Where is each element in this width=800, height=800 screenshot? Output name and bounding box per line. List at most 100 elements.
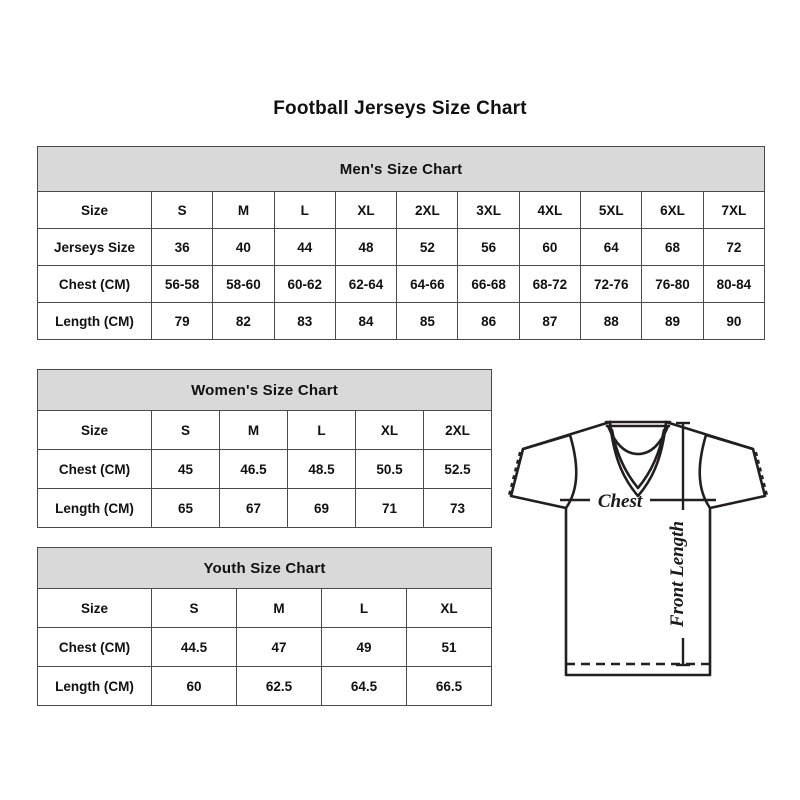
table-cell: L <box>287 410 356 450</box>
table-cell: 2XL <box>422 410 493 450</box>
table-cell: 67 <box>219 488 288 528</box>
table-cell: 65 <box>151 488 220 528</box>
left-sleeve-seam <box>564 433 578 510</box>
page-title: Football Jerseys Size Chart <box>273 98 527 119</box>
table-cell: 58-60 <box>212 265 275 303</box>
table-cell: 90 <box>702 302 766 340</box>
table-cell: 71 <box>355 488 424 528</box>
left-armhole-tick <box>521 433 572 451</box>
table-cell: 6XL <box>641 191 704 229</box>
table-cell: 52.5 <box>422 449 493 489</box>
table-cell: 60 <box>518 228 582 266</box>
womens-chart-band-title: Women's Size Chart <box>36 369 493 411</box>
womens-size-chart-table: Women's Size Chart Size S M L XL 2XL Che… <box>36 369 493 528</box>
jersey-body-outline <box>509 420 767 677</box>
table-cell: S <box>151 410 220 450</box>
row-header: Size <box>37 410 152 450</box>
table-cell: 62.5 <box>236 666 322 706</box>
table-cell: 51 <box>405 627 493 667</box>
chest-label: Chest <box>598 491 643 512</box>
youth-size-chart-table: Youth Size Chart Size S M L XL Chest (CM… <box>36 547 493 706</box>
row-header: Chest (CM) <box>37 449 152 489</box>
table-cell: 60-62 <box>273 265 336 303</box>
table-row: Length (CM) 65 67 69 71 73 <box>37 488 493 528</box>
table-cell: 5XL <box>580 191 643 229</box>
table-cell: M <box>236 588 322 628</box>
table-cell: 48.5 <box>287 449 356 489</box>
table-cell: 66-68 <box>457 265 520 303</box>
right-cuff-dash <box>754 451 769 496</box>
jersey-svg: Chest Front Length <box>507 420 769 677</box>
table-cell: 89 <box>641 302 704 340</box>
table-cell: 88 <box>580 302 643 340</box>
table-cell: 80-84 <box>702 265 766 303</box>
table-cell: 86 <box>457 302 520 340</box>
left-cuff-dash <box>507 451 522 496</box>
table-cell: L <box>273 191 336 229</box>
table-cell: 72-76 <box>580 265 643 303</box>
table-cell: 47 <box>236 627 322 667</box>
table-cell: 52 <box>396 228 459 266</box>
row-header: Chest (CM) <box>37 627 152 667</box>
table-cell: 76-80 <box>641 265 704 303</box>
table-row: Length (CM) 60 62.5 64.5 66.5 <box>37 666 493 706</box>
table-cell: 56-58 <box>150 265 214 303</box>
table-row: Jerseys Size 36 40 44 48 52 56 60 64 68 … <box>37 228 766 266</box>
row-header: Size <box>37 588 152 628</box>
mens-chart-band-title: Men's Size Chart <box>36 146 766 192</box>
right-sleeve-seam <box>698 433 712 510</box>
table-cell: 44 <box>273 228 336 266</box>
table-cell: 64-66 <box>396 265 459 303</box>
table-cell: XL <box>334 191 398 229</box>
table-row: Size S M L XL <box>37 588 493 628</box>
youth-chart-band-title: Youth Size Chart <box>36 547 493 589</box>
table-cell: 62-64 <box>334 265 398 303</box>
table-cell: 45 <box>151 449 220 489</box>
table-cell: 83 <box>273 302 336 340</box>
table-cell: 36 <box>150 228 214 266</box>
table-cell: XL <box>355 410 424 450</box>
table-cell: 82 <box>212 302 275 340</box>
table-row: Chest (CM) 44.5 47 49 51 <box>37 627 493 667</box>
v-neck-jersey-measurement-diagram: Chest Front Length <box>498 400 778 692</box>
table-cell: 48 <box>334 228 398 266</box>
table-cell: 7XL <box>702 191 766 229</box>
table-cell: 40 <box>212 228 275 266</box>
table-cell: 50.5 <box>355 449 424 489</box>
table-cell: M <box>212 191 275 229</box>
right-armhole-tick <box>704 433 755 451</box>
front-length-measure-group <box>676 421 690 667</box>
table-row: Size S M L XL 2XL 3XL 4XL 5XL 6XL 7XL <box>37 191 766 229</box>
table-cell: S <box>151 588 237 628</box>
table-cell: M <box>219 410 288 450</box>
table-row: Chest (CM) 45 46.5 48.5 50.5 52.5 <box>37 449 493 489</box>
neckline-outer-v <box>608 420 668 498</box>
table-band-row: Men's Size Chart <box>36 146 766 192</box>
neckline-rib-1 <box>610 428 666 490</box>
row-header: Jerseys Size <box>37 228 152 266</box>
table-cell: 64.5 <box>321 666 407 706</box>
table-cell: 3XL <box>457 191 520 229</box>
table-band-row: Youth Size Chart <box>36 547 493 589</box>
front-length-label: Front Length <box>667 521 688 628</box>
table-cell: S <box>150 191 214 229</box>
table-row: Chest (CM) 56-58 58-60 60-62 62-64 64-66… <box>37 265 766 303</box>
table-row: Length (CM) 79 82 83 84 85 86 87 88 89 9… <box>37 302 766 340</box>
table-cell: 4XL <box>518 191 582 229</box>
table-cell: 84 <box>334 302 398 340</box>
table-cell: 68-72 <box>518 265 582 303</box>
table-cell: 73 <box>422 488 493 528</box>
table-cell: 69 <box>287 488 356 528</box>
row-header: Chest (CM) <box>37 265 152 303</box>
table-cell: 60 <box>151 666 237 706</box>
row-header: Length (CM) <box>37 666 152 706</box>
table-cell: L <box>321 588 407 628</box>
table-row: Size S M L XL 2XL <box>37 410 493 450</box>
table-cell: 44.5 <box>151 627 237 667</box>
table-cell: 87 <box>518 302 582 340</box>
table-cell: 66.5 <box>405 666 493 706</box>
table-cell: 85 <box>396 302 459 340</box>
row-header: Length (CM) <box>37 302 152 340</box>
row-header: Length (CM) <box>37 488 152 528</box>
table-band-row: Women's Size Chart <box>36 369 493 411</box>
